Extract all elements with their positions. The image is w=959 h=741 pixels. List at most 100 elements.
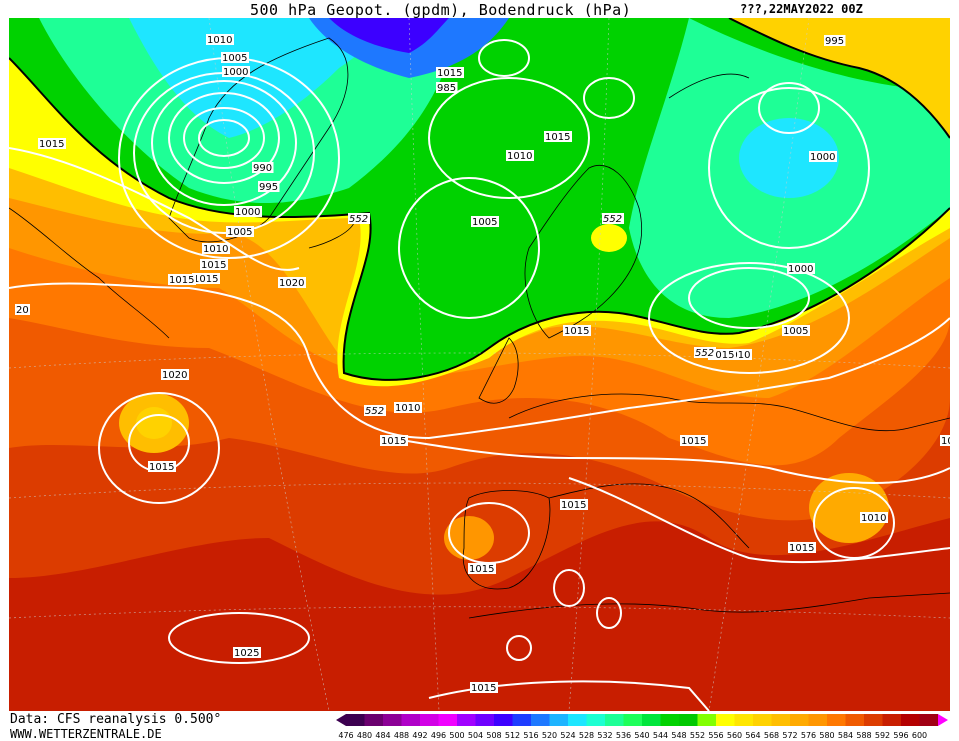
isobar-label: 1015: [564, 326, 589, 337]
legend-swatch: [808, 714, 827, 726]
isobar-label: 1015: [39, 139, 64, 150]
data-source: Data: CFS reanalysis 0.500°: [10, 712, 222, 727]
legend-swatch: [716, 714, 735, 726]
legend-tick-label: 600: [912, 731, 927, 740]
legend-swatch: [438, 714, 457, 726]
isobar-label: 1005: [222, 53, 247, 64]
map-date: ???,22MAY2022 00Z: [740, 2, 863, 16]
isobar-label-bg: [234, 206, 262, 217]
height-label: 552: [349, 214, 368, 225]
isobar-label-bg: [788, 542, 816, 553]
isobar-label-bg: [787, 263, 815, 274]
legend-tick-label: 524: [560, 731, 575, 740]
isobar-label: 1015: [149, 462, 174, 473]
legend-swatch: [901, 714, 920, 726]
legend-tick-label: 588: [856, 731, 871, 740]
isobar-label: 1015: [789, 543, 814, 554]
isobar-label-bg: [221, 52, 249, 63]
legend-tick-label: 552: [690, 731, 705, 740]
isobar-label: 1015: [381, 436, 406, 447]
legend-swatch: [346, 714, 365, 726]
field-528: [129, 18, 399, 138]
legend-tick-label: 488: [394, 731, 409, 740]
legend-swatch: [771, 714, 790, 726]
height-labels: 552 552 552 552: [348, 213, 716, 417]
legend-swatch: [660, 714, 679, 726]
field-552-island: [591, 224, 627, 252]
footer: Data: CFS reanalysis 0.500° WWW.WETTERZE…: [0, 711, 959, 741]
isobar-label: 1020: [279, 278, 304, 289]
legend-swatch: [642, 714, 661, 726]
height-label-bg: [364, 405, 386, 416]
legend-swatch: [586, 714, 605, 726]
isobar-label-bg: [680, 435, 708, 446]
field-532-east: [739, 118, 839, 198]
legend-tick-label: 572: [782, 731, 797, 740]
isobar-label-bg: [226, 226, 254, 237]
legend-swatch: [790, 714, 809, 726]
legend-tick-label: 532: [597, 731, 612, 740]
legend-swatch: [864, 714, 883, 726]
legend-tick-label: 528: [579, 731, 594, 740]
isobar-label-bg: [161, 369, 189, 380]
isobar-label-bg: [470, 682, 498, 693]
isobar-label-bg: [560, 499, 588, 510]
legend-tick-label: 540: [634, 731, 649, 740]
isobar-label-bg: [471, 216, 499, 227]
isobar-label-bg: [233, 647, 261, 658]
legend-tick-label: 500: [449, 731, 464, 740]
legend-swatch: [734, 714, 753, 726]
isobar-label-bg: [809, 151, 837, 162]
isobar-label: 1010: [203, 244, 228, 255]
isobar-label: 995: [825, 36, 844, 47]
isobar-label-bg: [38, 138, 66, 149]
legend-tick-label: 576: [801, 731, 816, 740]
isobar-label-bg: [436, 82, 458, 93]
legend-swatch: [605, 714, 624, 726]
isobar-label-bg: [168, 274, 196, 285]
isobar-label-bg: [506, 150, 534, 161]
legend-tick-label: 520: [542, 731, 557, 740]
height-label: 552: [365, 406, 384, 417]
website: WWW.WETTERZENTRALE.DE: [10, 727, 162, 741]
legend-swatch: [457, 714, 476, 726]
legend-swatch: [420, 714, 439, 726]
isobar-label-bg: [192, 273, 220, 284]
legend-swatch: [845, 714, 864, 726]
geopotential-map: 1010100510001015101598599099510001005101…: [9, 18, 950, 711]
isobar-label-bg: [394, 402, 422, 413]
legend-swatch: [827, 714, 846, 726]
legend-tick-label: 512: [505, 731, 520, 740]
legend-swatch: [494, 714, 513, 726]
map-title: 500 hPa Geopot. (gpdm), Bodendruck (hPa): [250, 1, 632, 19]
isobar-label: 1000: [223, 67, 248, 78]
legend-swatch: [623, 714, 642, 726]
isobar-label-bg: [252, 162, 274, 173]
isobar-label: 1015: [545, 132, 570, 143]
legend-tick-label: 504: [468, 731, 483, 740]
isobar-label: 1000: [788, 264, 813, 275]
isobar-label: 1005: [227, 227, 252, 238]
legend-swatch: [697, 714, 716, 726]
legend-tick-label: 548: [671, 731, 686, 740]
isobar-label: 1020: [162, 370, 187, 381]
isobar-label-bg: [380, 435, 408, 446]
legend-tick-label: 596: [893, 731, 908, 740]
legend-tick-label: 508: [486, 731, 501, 740]
isobar-label: 1015: [193, 274, 218, 285]
isobar-label: 1015: [561, 500, 586, 511]
isobar-label-bg: [258, 181, 280, 192]
isobar-label-bg: [708, 349, 736, 360]
isobar-label-bg: [15, 304, 30, 315]
legend-tick-label: 584: [838, 731, 853, 740]
isobar-label: 1010: [207, 35, 232, 46]
color-legend: 476 480 484 488 492 496 500 504 508 512 516 520 524 5…: [336, 714, 948, 740]
legend-arrow-left: [336, 714, 346, 726]
legend-tick-label: 516: [523, 731, 538, 740]
isobar-label-bg: [724, 349, 752, 360]
legend-swatch: [364, 714, 383, 726]
isobar-label: 1005: [472, 217, 497, 228]
isobar-label-bg: [222, 66, 250, 77]
legend-swatch: [401, 714, 420, 726]
isobar-label: 1010: [861, 513, 886, 524]
